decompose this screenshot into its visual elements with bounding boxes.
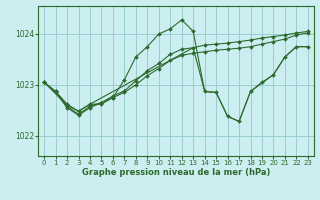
X-axis label: Graphe pression niveau de la mer (hPa): Graphe pression niveau de la mer (hPa) (82, 168, 270, 177)
